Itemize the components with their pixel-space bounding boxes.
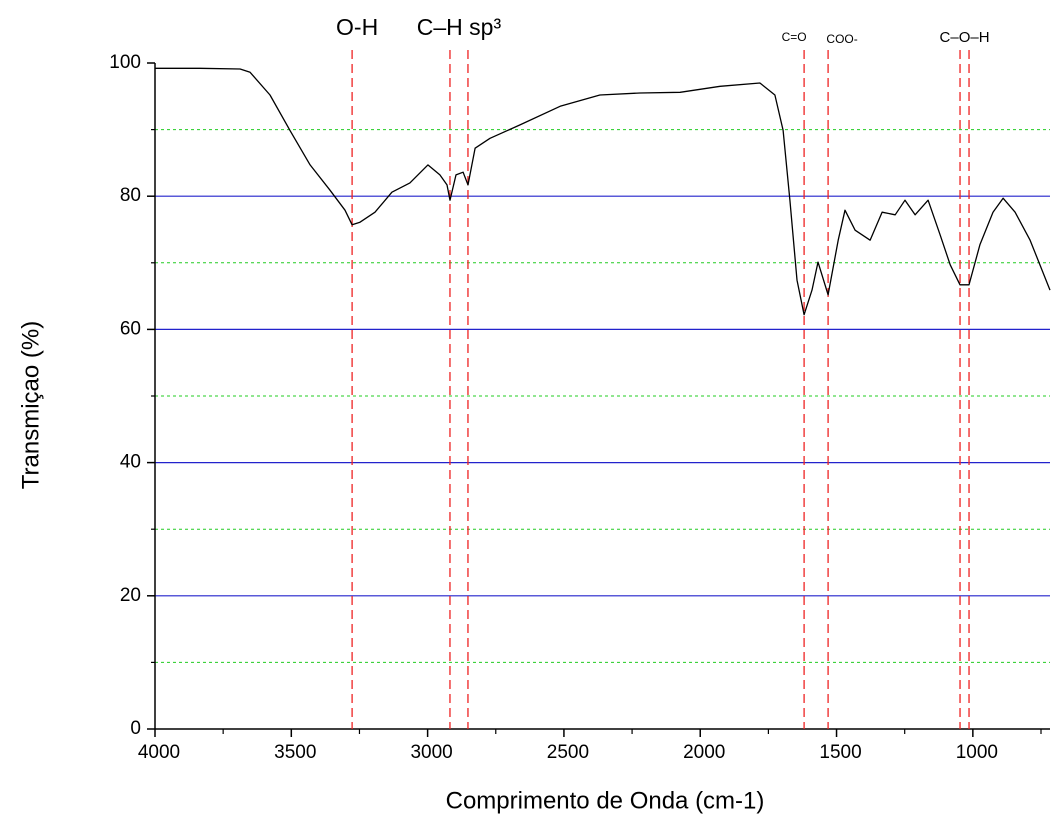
- x-tick-label: 2000: [683, 742, 725, 763]
- y-axis-title: Transmiçao (%): [17, 321, 44, 489]
- peak-label: COO-: [826, 32, 857, 46]
- x-tick-label: 2500: [547, 742, 589, 763]
- y-tick-label: 0: [130, 718, 141, 739]
- y-tick-label: 100: [109, 52, 141, 73]
- peak-label: O-H: [336, 14, 378, 40]
- x-tick-label: 3000: [410, 742, 452, 763]
- y-tick-label: 40: [120, 452, 141, 473]
- y-tick-label: 20: [120, 585, 141, 606]
- x-tick-label: 1000: [956, 742, 998, 763]
- y-tick-label: 60: [120, 318, 141, 339]
- peak-label: C–H sp³: [417, 14, 502, 40]
- peak-label: C–O–H: [940, 29, 990, 46]
- x-axis-title: Comprimento de Onda (cm-1): [446, 787, 765, 814]
- peak-label: C=O: [782, 30, 807, 44]
- x-tick-label: 3500: [274, 742, 316, 763]
- y-tick-label: 80: [120, 185, 141, 206]
- spectrum-line: [155, 67, 1051, 316]
- x-tick-label: 4000: [138, 742, 180, 763]
- x-tick-label: 1500: [819, 742, 861, 763]
